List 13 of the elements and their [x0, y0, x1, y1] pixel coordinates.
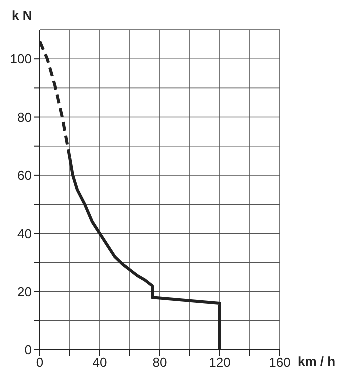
- y-tick-label: 0: [24, 342, 32, 358]
- y-tick-label: 60: [18, 168, 32, 184]
- x-tick-label: 120: [209, 355, 231, 370]
- y-tick-label: 80: [18, 110, 32, 125]
- x-tick-label: 0: [36, 355, 44, 370]
- x-tick-label: 160: [269, 355, 291, 370]
- y-tick-label: 20: [18, 284, 32, 300]
- y-axis-title: k N: [12, 8, 32, 23]
- y-tick-label: 40: [18, 226, 32, 242]
- x-tick-label: 80: [152, 355, 168, 370]
- x-tick-label: 40: [92, 355, 108, 370]
- y-tick-label: 100: [10, 52, 32, 67]
- x-axis-title: km / h: [298, 354, 336, 369]
